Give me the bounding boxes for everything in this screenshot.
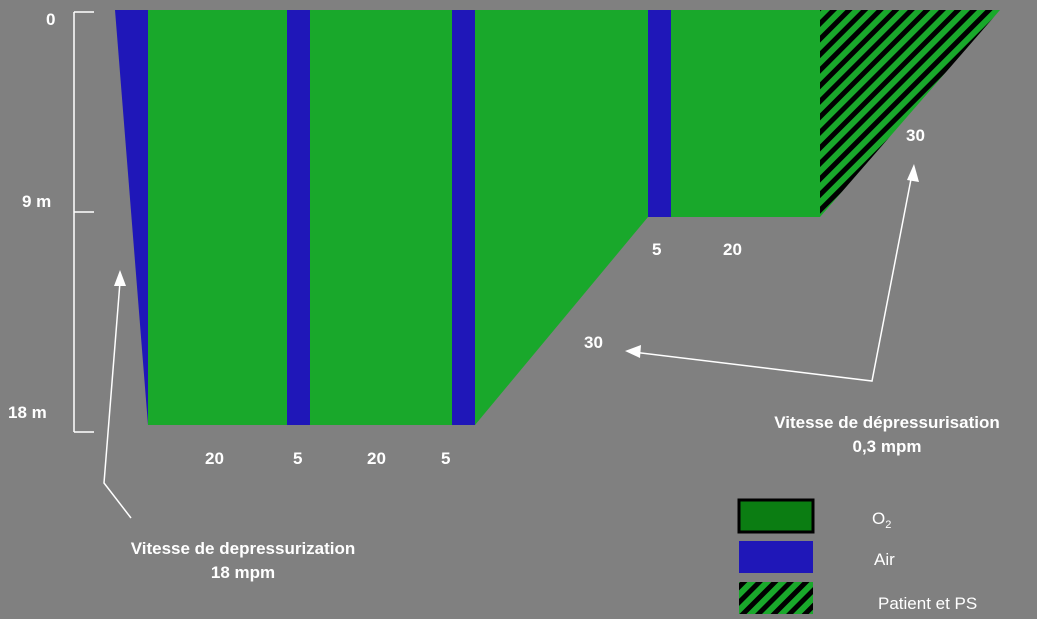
legend-air-swatch <box>739 541 813 573</box>
depth-label-9m: 9 m <box>22 192 51 211</box>
bottom-o2-period-1 <box>148 10 287 425</box>
stop-9m-air-break <box>648 10 671 217</box>
ascent-18-to-9-duration: 30 <box>584 333 603 352</box>
depth-label-18m: 18 m <box>8 403 47 422</box>
ascent-9-to-0-duration: 30 <box>906 126 925 145</box>
decompression-arrowhead-left <box>625 345 641 358</box>
decompression-arrowhead-upper <box>907 164 919 182</box>
depth-axis: 0 9 m 18 m <box>8 10 94 432</box>
stop-9m-duration-1: 5 <box>652 240 661 259</box>
compression-callout-line <box>104 282 131 518</box>
legend-o2-swatch <box>739 500 813 532</box>
bottom-duration-1: 20 <box>205 449 224 468</box>
compression-arrowhead <box>114 270 126 286</box>
compression-rate-line1: Vitesse de depressurization <box>131 539 356 558</box>
legend-o2-label: O2 <box>872 509 891 531</box>
bottom-o2-period-2 <box>310 10 452 425</box>
depth-label-0: 0 <box>46 10 55 29</box>
rate-annotations: Vitesse de depressurization 18 mpm Vites… <box>131 413 1000 582</box>
legend: O2 Air Patient et PS <box>739 500 977 614</box>
decompression-rate-line1: Vitesse de dépressurisation <box>774 413 1000 432</box>
compression-air-wedge <box>115 10 148 425</box>
bottom-air-break-1 <box>287 10 310 425</box>
treatment-profile <box>115 10 1000 425</box>
bottom-duration-3: 20 <box>367 449 386 468</box>
bottom-air-break-2 <box>452 10 475 425</box>
legend-o2-subscript: 2 <box>885 519 891 531</box>
stop-9m-duration-2: 20 <box>723 240 742 259</box>
legend-patient-swatch <box>739 582 813 614</box>
ascent-o2-18-to-9 <box>475 10 648 425</box>
stop-9m-o2-period <box>671 10 820 217</box>
legend-o2-main: O <box>872 509 885 528</box>
legend-patient-label: Patient et PS <box>878 594 977 613</box>
compression-rate-line2: 18 mpm <box>211 563 275 582</box>
decompression-rate-line2: 0,3 mpm <box>853 437 922 456</box>
bottom-duration-4: 5 <box>441 449 450 468</box>
legend-air-label: Air <box>874 550 895 569</box>
bottom-duration-2: 5 <box>293 449 302 468</box>
